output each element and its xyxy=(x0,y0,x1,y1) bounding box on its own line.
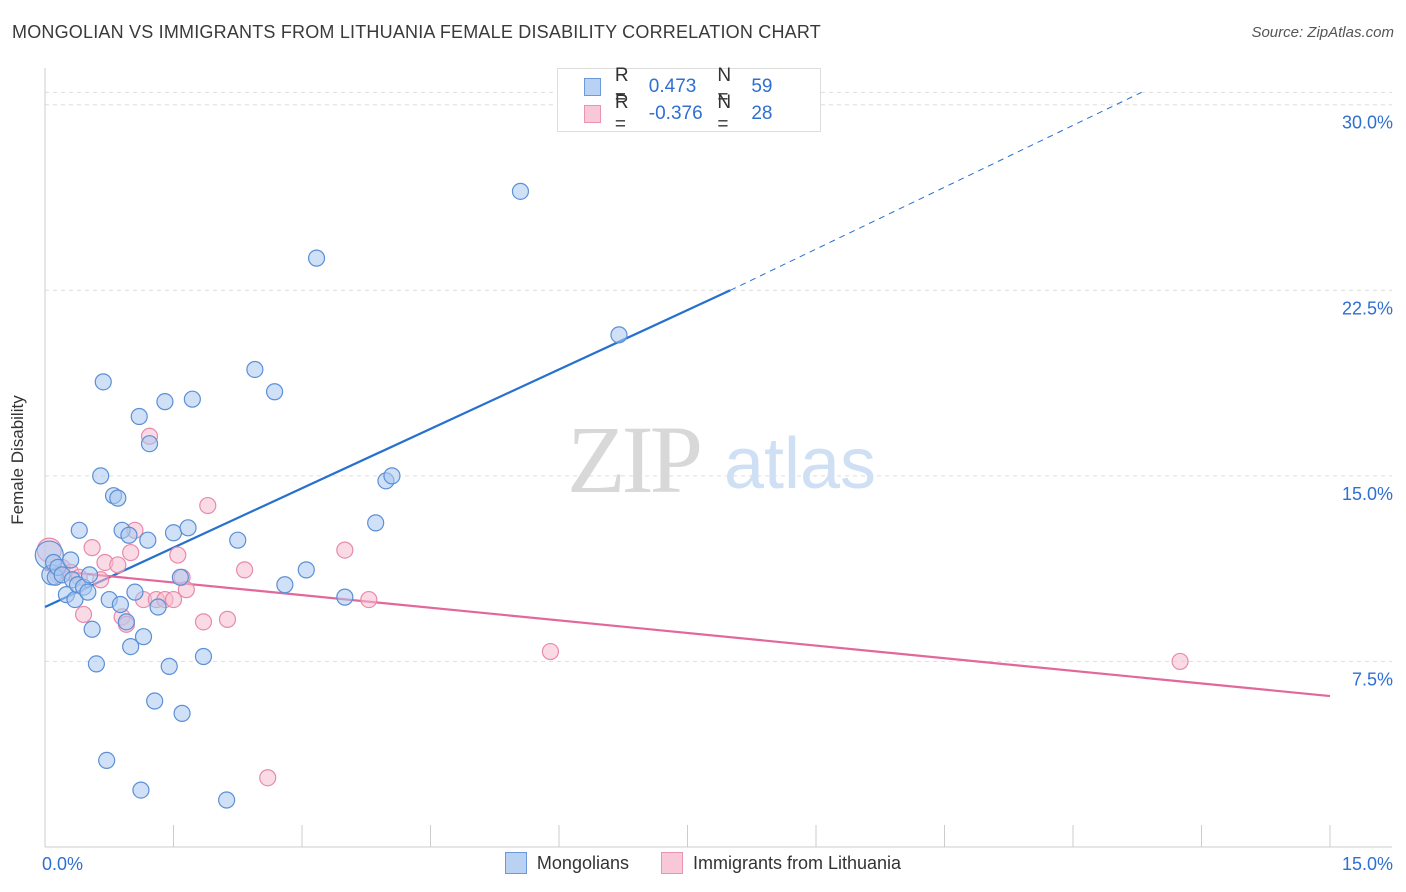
point-mongolian xyxy=(139,531,157,549)
point-lithuania xyxy=(1171,652,1189,671)
point-mongolian xyxy=(218,791,236,809)
legend-label-lithuania: Immigrants from Lithuania xyxy=(692,852,902,873)
r-value: 0.473 xyxy=(648,76,697,97)
legend-item-mongolians[interactable]: Mongolians xyxy=(504,852,629,874)
point-mongolian xyxy=(80,566,99,584)
x-tick-label: 0.0% xyxy=(42,854,83,874)
watermark-atlas: atlas xyxy=(724,424,876,504)
point-mongolian xyxy=(307,249,326,267)
point-mongolian xyxy=(265,383,284,401)
point-mongolian xyxy=(297,561,315,579)
trendline-lithuania xyxy=(44,568,1331,698)
point-mongolian xyxy=(130,407,148,426)
series-legend: Mongolians Immigrants from Lithuania xyxy=(0,852,1406,874)
point-mongolian xyxy=(140,435,159,453)
point-mongolian xyxy=(70,521,88,539)
y-tick-label: 30.0% xyxy=(1342,113,1393,133)
point-mongolian xyxy=(164,524,183,542)
point-mongolian xyxy=(120,526,138,544)
point-lithuania xyxy=(541,642,560,661)
point-mongolian xyxy=(336,588,354,606)
point-lithuania xyxy=(169,546,187,564)
point-mongolian xyxy=(194,647,213,666)
x-tick-label: 15.0% xyxy=(1342,854,1393,874)
point-lithuania xyxy=(83,539,101,557)
source-label: Source: ZipAtlas.com xyxy=(1251,24,1394,41)
r-label: R = xyxy=(614,92,629,135)
trendline-mongolians xyxy=(44,289,731,609)
point-lithuania xyxy=(194,613,213,631)
point-mongolian xyxy=(229,531,247,549)
point-mongolian xyxy=(383,467,401,485)
point-mongolian xyxy=(171,568,189,586)
legend-item-lithuania[interactable]: Immigrants from Lithuania xyxy=(660,852,902,874)
point-mongolian xyxy=(511,182,530,200)
point-mongolian xyxy=(79,583,97,601)
point-lithuania xyxy=(109,556,127,574)
legend-row-lithuania: R = -0.376 N = 28 xyxy=(584,92,820,135)
point-lithuania xyxy=(122,543,140,562)
point-mongolian xyxy=(367,514,385,532)
point-mongolian xyxy=(246,360,264,379)
point-mongolian xyxy=(173,704,191,722)
point-lithuania xyxy=(360,590,378,609)
point-mongolian xyxy=(156,393,174,411)
n-label: N = xyxy=(717,92,732,135)
point-lithuania xyxy=(236,561,254,579)
point-lithuania xyxy=(218,610,237,628)
point-mongolian xyxy=(87,655,106,673)
point-mongolian xyxy=(122,637,140,656)
point-lithuania xyxy=(164,590,183,609)
point-mongolian xyxy=(179,519,197,537)
point-mongolian xyxy=(62,551,80,569)
point-mongolian xyxy=(160,657,178,675)
tick-labels: 7.5% 15.0% 22.5% 30.0% 0.0% 15.0% xyxy=(42,113,1393,874)
point-mongolian xyxy=(109,489,127,507)
n-value: 59 xyxy=(751,76,773,97)
point-mongolian xyxy=(83,620,101,638)
point-mongolian xyxy=(92,467,110,485)
point-mongolian xyxy=(610,326,628,344)
data-points xyxy=(34,182,1189,809)
trendlines xyxy=(44,91,1331,698)
point-lithuania xyxy=(259,769,277,787)
point-lithuania xyxy=(199,496,217,515)
y-tick-label: 15.0% xyxy=(1342,484,1393,504)
correlation-legend: R = 0.473 N = 59 R = -0.376 N = 28 xyxy=(557,65,821,135)
r-value: -0.376 xyxy=(648,103,703,124)
legend-swatch-blue xyxy=(584,78,601,96)
n-label: N = xyxy=(717,65,732,108)
point-mongolian xyxy=(146,692,164,710)
point-mongolian xyxy=(98,751,116,770)
y-tick-label: 22.5% xyxy=(1342,298,1393,318)
n-value: 28 xyxy=(751,103,773,124)
point-mongolian xyxy=(111,595,129,614)
point-mongolian xyxy=(117,613,135,631)
r-label: R = xyxy=(614,65,629,108)
point-mongolian xyxy=(149,598,167,616)
point-mongolian xyxy=(132,781,150,799)
point-mongolian xyxy=(126,583,144,601)
point-mongolian xyxy=(276,576,294,594)
y-tick-label: 7.5% xyxy=(1352,669,1393,689)
legend-row-mongolians: R = 0.473 N = 59 xyxy=(584,65,820,108)
point-mongolian xyxy=(183,390,201,408)
legend-swatch-blue xyxy=(504,852,527,874)
point-mongolian xyxy=(94,373,112,391)
point-lithuania xyxy=(74,605,93,624)
axes xyxy=(44,68,1392,848)
point-lithuania xyxy=(336,541,354,559)
legend-label-mongolians: Mongolians xyxy=(536,852,629,873)
legend-swatch-pink xyxy=(584,105,601,123)
watermark-zip: ZIP xyxy=(567,406,700,513)
watermark: ZIP atlas xyxy=(567,406,876,513)
legend-swatch-pink xyxy=(660,852,683,874)
chart-title: MONGOLIAN VS IMMIGRANTS FROM LITHUANIA F… xyxy=(12,22,821,42)
point-mongolian xyxy=(134,628,153,646)
